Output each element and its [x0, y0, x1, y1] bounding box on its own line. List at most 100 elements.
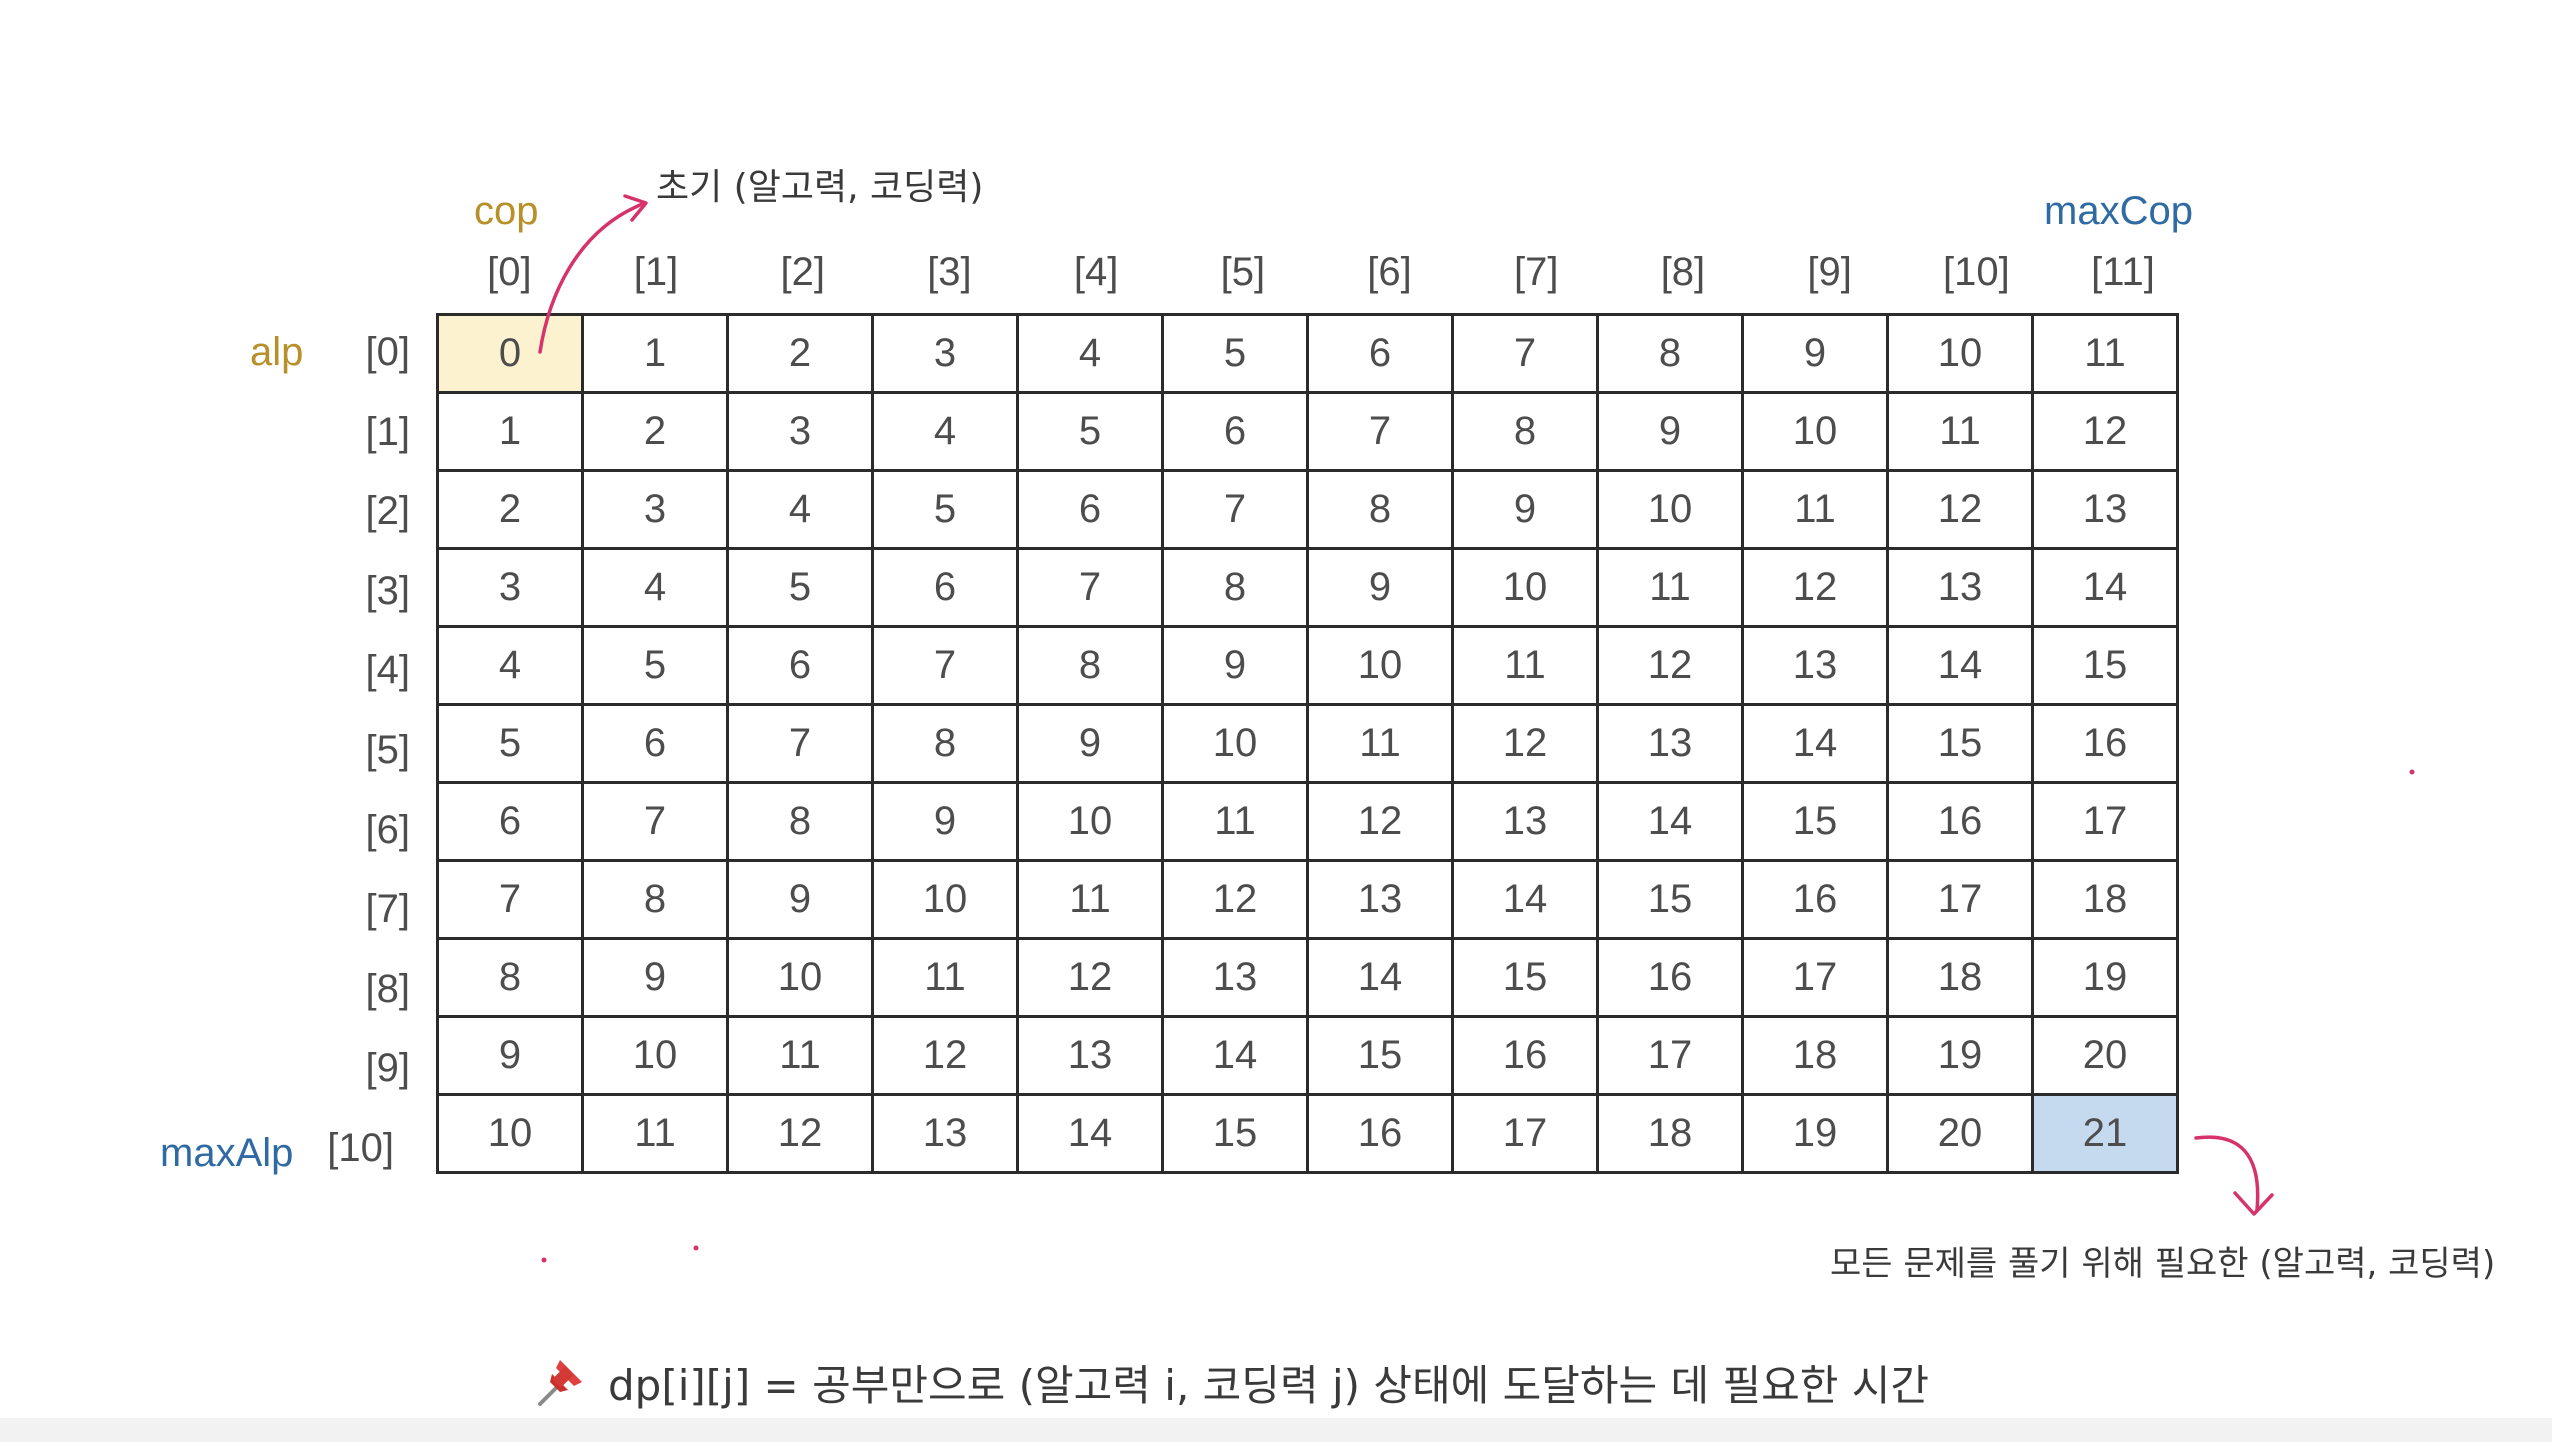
row-header: [0]: [365, 330, 410, 374]
stray-dot: [541, 1257, 547, 1263]
row-header: [8]: [365, 966, 410, 1011]
column-header: [6]: [1367, 250, 1412, 294]
grid-cell: 5: [871, 469, 1019, 550]
grid-cell: 14: [1886, 625, 2034, 706]
grid-cell: 16: [1886, 781, 2034, 862]
grid-cell: 12: [726, 1093, 874, 1174]
grid-cell: 10: [1886, 313, 2034, 394]
grid-cell: 11: [581, 1093, 729, 1174]
grid-cell: 12: [1451, 703, 1599, 784]
goal-arrow: [2194, 1135, 2260, 1212]
grid-cell: 11: [1161, 781, 1309, 862]
grid-cell: 19: [1741, 1093, 1889, 1174]
column-header: [10]: [1942, 250, 2010, 294]
table-row: 0 1 2 3 4 5 6 7 8 9 10 11: [436, 313, 2179, 394]
grid-cell: 14: [1016, 1093, 1164, 1174]
grid-cell: 15: [1451, 937, 1599, 1018]
grid-cell: 5: [436, 703, 584, 784]
grid-cell: 7: [1161, 469, 1309, 550]
grid-cell: 5: [726, 547, 874, 628]
table-row: 1 2 3 4 5 6 7 8 9 10 11 12: [436, 391, 2179, 472]
column-header: [7]: [1513, 250, 1559, 294]
grid-cell: 10: [726, 937, 874, 1018]
grid-cell: 9: [1306, 547, 1454, 628]
table-row: 9 10 11 12 13 14 15 16 17 18 19 20: [436, 1015, 2179, 1096]
alp-label: alp: [250, 330, 304, 374]
grid-cell: 16: [1596, 937, 1744, 1018]
grid-cell: 14: [1161, 1015, 1309, 1096]
grid-cell: 12: [1306, 781, 1454, 862]
grid-cell: 12: [1886, 469, 2034, 550]
grid-cell: 4: [581, 547, 729, 628]
grid-cell: 7: [726, 703, 874, 784]
table-row: 6 7 8 9 10 11 12 13 14 15 16 17: [436, 781, 2179, 862]
grid-cell: 10: [1016, 781, 1164, 862]
grid-cell: 9: [1596, 391, 1744, 472]
grid-cell: 10: [1596, 469, 1744, 550]
grid-cell: 9: [1741, 313, 1889, 394]
grid-cell: 12: [2031, 391, 2179, 472]
column-header: [1]: [633, 250, 679, 294]
grid-cell: 3: [726, 391, 874, 472]
grid-cell: 12: [1016, 937, 1164, 1018]
grid-cell: 7: [436, 859, 584, 940]
grid-cell: 18: [1596, 1093, 1744, 1174]
grid-cell: 17: [1741, 937, 1889, 1018]
grid-cell: 13: [2031, 469, 2179, 550]
grid-cell: 10: [871, 859, 1019, 940]
grid-cell: 4: [871, 391, 1019, 472]
caption: dp[i][j] = 공부만으로 (알고력 i, 코딩력 j) 상태에 도달하는…: [530, 1352, 1929, 1412]
row-header: [6]: [365, 807, 410, 852]
grid-cell: 7: [871, 625, 1019, 706]
grid-cell: 4: [436, 625, 584, 706]
grid-cell: 6: [1016, 469, 1164, 550]
grid-cell: 3: [581, 469, 729, 550]
grid-cell: 6: [1161, 391, 1309, 472]
grid-cell: 7: [581, 781, 729, 862]
grid-cell: 6: [1306, 313, 1454, 394]
grid-cell: 6: [436, 781, 584, 862]
dp-grid: 0 1 2 3 4 5 6 7 8 9 10 11 1 2 3 4 5 6 7 8 9 10 11 12 2 3 4 5 6 7 8 9 10 1…: [436, 313, 2179, 1174]
grid-cell: 12: [1161, 859, 1309, 940]
grid-cell: 12: [1741, 547, 1889, 628]
max-cop-label: maxCop: [2044, 189, 2193, 233]
grid-cell: 1: [436, 391, 584, 472]
cop-label: cop: [474, 189, 539, 233]
grid-cell: 13: [1451, 781, 1599, 862]
grid-cell: 13: [1306, 859, 1454, 940]
grid-cell: 9: [1161, 625, 1309, 706]
grid-cell: 18: [2031, 859, 2179, 940]
grid-cell: 11: [726, 1015, 874, 1096]
grid-cell: 19: [2031, 937, 2179, 1018]
bottom-strip: [0, 1418, 2552, 1442]
row-header: [2]: [365, 489, 410, 534]
grid-cell: 11: [1016, 859, 1164, 940]
grid-cell: 9: [871, 781, 1019, 862]
grid-cell: 8: [1596, 313, 1744, 394]
grid-cell: 2: [726, 313, 874, 394]
grid-cell: 10: [581, 1015, 729, 1096]
grid-cell: 11: [1451, 625, 1599, 706]
grid-cell: 14: [1306, 937, 1454, 1018]
grid-cell: 19: [1886, 1015, 2034, 1096]
grid-cell: 11: [1741, 469, 1889, 550]
grid-cell: 17: [1596, 1015, 1744, 1096]
grid-cell: 16: [1451, 1015, 1599, 1096]
grid-cell: 17: [1886, 859, 2034, 940]
column-header: [3]: [927, 250, 972, 294]
grid-cell: 8: [436, 937, 584, 1018]
row-header: [7]: [365, 887, 410, 932]
grid-cell: 10: [1451, 547, 1599, 628]
grid-cell: 15: [1161, 1093, 1309, 1174]
column-header: [0]: [487, 250, 532, 294]
grid-cell: 13: [1741, 625, 1889, 706]
row-header: [5]: [365, 728, 410, 772]
grid-cell: 16: [1741, 859, 1889, 940]
row-header: [3]: [365, 568, 410, 613]
grid-cell: 9: [436, 1015, 584, 1096]
grid-cell: 20: [2031, 1015, 2179, 1096]
grid-cell: 8: [1451, 391, 1599, 472]
grid-cell: 9: [1451, 469, 1599, 550]
grid-cell: 5: [1161, 313, 1309, 394]
